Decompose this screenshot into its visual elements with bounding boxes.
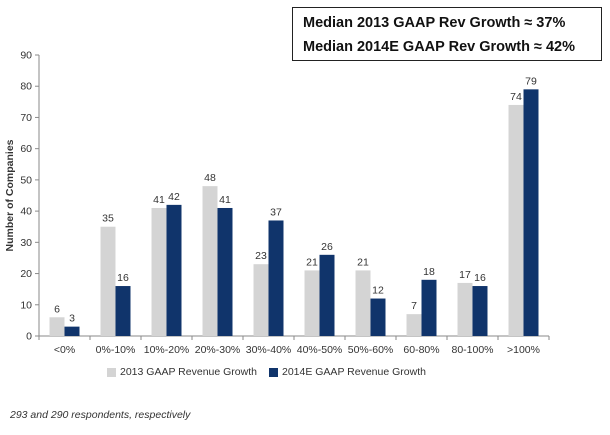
bar-2014e — [421, 279, 437, 336]
legend-item-2013: 2013 GAAP Revenue Growth — [107, 366, 257, 378]
x-tick-label: 10%-20% — [144, 344, 190, 356]
x-tick-label: 40%-50% — [297, 344, 343, 356]
bar-2013 — [151, 207, 167, 336]
y-tick-label: 50 — [20, 174, 32, 186]
y-tick-label: 0 — [26, 331, 32, 343]
data-label-2014e: 41 — [219, 194, 231, 206]
bar-2013 — [100, 226, 116, 336]
bar-2014e — [166, 204, 182, 336]
bar-2014e — [523, 89, 539, 336]
data-label-2013: 7 — [411, 300, 417, 312]
bar-2013 — [406, 314, 422, 336]
data-label-2014e: 79 — [525, 75, 537, 87]
data-label-2013: 48 — [204, 172, 216, 184]
legend-swatch-2014 — [268, 367, 278, 377]
y-tick-label: 30 — [20, 237, 32, 249]
bar-2014e — [319, 254, 335, 336]
chart-legend: 2013 GAAP Revenue Growth 2014E GAAP Reve… — [107, 366, 438, 378]
bar-2013 — [202, 186, 218, 336]
x-tick-label: 60-80% — [403, 344, 439, 356]
bar-2014e — [115, 286, 131, 336]
median-summary-box: Median 2013 GAAP Rev Growth ≈ 37% Median… — [292, 7, 602, 61]
data-label-2013: 17 — [459, 269, 471, 281]
x-tick-label: >100% — [507, 344, 540, 356]
median-2013-text: Median 2013 GAAP Rev Growth ≈ 37% — [303, 15, 566, 31]
bar-2014e — [370, 298, 386, 336]
x-tick-label: 80-100% — [451, 344, 493, 356]
median-2014-text: Median 2014E GAAP Rev Growth ≈ 42% — [303, 39, 576, 55]
y-tick-label: 90 — [20, 50, 32, 62]
data-label-2013: 21 — [357, 256, 369, 268]
y-tick-label: 60 — [20, 143, 32, 155]
data-label-2014e: 18 — [423, 266, 435, 278]
data-label-2014e: 42 — [168, 191, 180, 203]
x-tick-label: 50%-60% — [348, 344, 394, 356]
legend-label-2014: 2014E GAAP Revenue Growth — [281, 366, 426, 378]
y-tick-label: 10 — [20, 299, 32, 311]
bar-2013 — [355, 270, 371, 336]
legend-label-2013: 2013 GAAP Revenue Growth — [120, 366, 257, 378]
bar-2013 — [253, 264, 269, 336]
data-label-2014e: 26 — [321, 241, 333, 253]
data-label-2014e: 16 — [117, 272, 129, 284]
data-label-2014e: 16 — [474, 272, 486, 284]
x-tick-label: 20%-30% — [195, 344, 241, 356]
legend-item-2014: 2014E GAAP Revenue Growth — [268, 366, 426, 378]
bar-2013 — [49, 317, 65, 336]
bar-2013 — [508, 104, 524, 336]
data-label-2013: 6 — [54, 303, 60, 315]
y-tick-label: 40 — [20, 206, 32, 218]
y-tick-label: 20 — [20, 268, 32, 280]
data-label-2014e: 3 — [69, 313, 75, 325]
bar-2014e — [217, 207, 233, 336]
x-tick-label: 30%-40% — [246, 344, 292, 356]
legend-swatch-2013 — [107, 367, 116, 377]
data-label-2013: 35 — [102, 213, 114, 225]
bar-2013 — [457, 282, 473, 336]
y-tick-label: 70 — [20, 112, 32, 124]
bar-2014e — [268, 220, 284, 336]
data-label-2014e: 37 — [270, 206, 282, 218]
data-label-2013: 23 — [255, 250, 267, 262]
bar-2014e — [64, 326, 80, 336]
data-label-2013: 41 — [153, 194, 165, 206]
bar-2013 — [304, 270, 320, 336]
data-label-2013: 21 — [306, 256, 318, 268]
y-axis-title: Number of Companies — [4, 139, 16, 251]
data-label-2013: 74 — [510, 91, 522, 103]
x-tick-label: 0%-10% — [96, 344, 136, 356]
bar-2014e — [472, 286, 488, 336]
x-tick-label: <0% — [54, 344, 75, 356]
data-label-2014e: 12 — [372, 285, 384, 297]
footnote: 293 and 290 respondents, respectively — [10, 409, 191, 421]
y-tick-label: 80 — [20, 81, 32, 93]
